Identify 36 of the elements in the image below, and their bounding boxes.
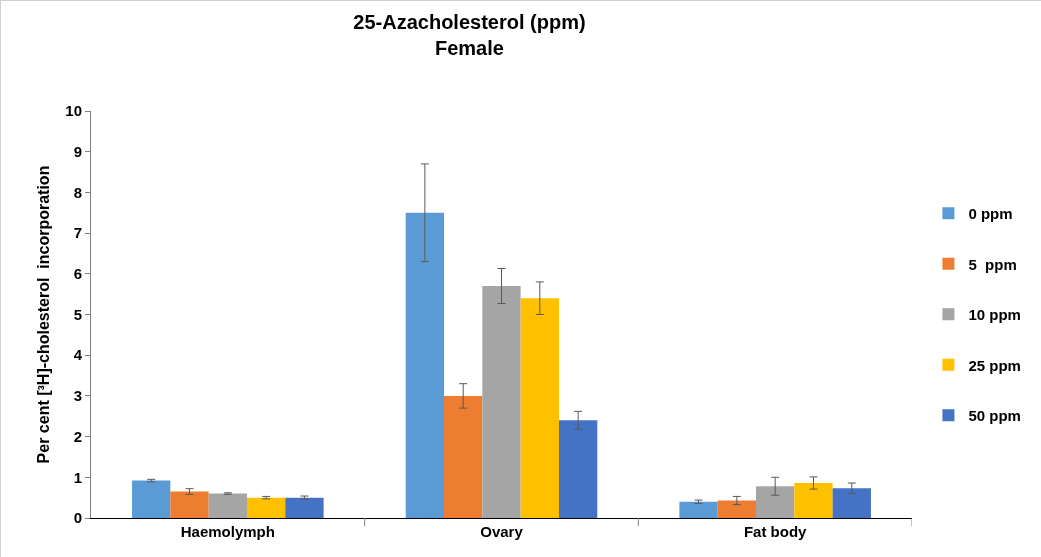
bar (132, 480, 171, 518)
y-tick-label: 6 (73, 265, 82, 283)
bar (520, 298, 559, 518)
y-tick-label: 7 (73, 224, 82, 242)
y-tick-label: 0 (73, 509, 82, 527)
y-tick-label: 3 (73, 387, 82, 405)
bar (794, 483, 833, 518)
bar (170, 491, 209, 518)
legend-label: 10 ppm (968, 306, 1021, 324)
bar (717, 500, 757, 518)
bar (444, 395, 483, 518)
bar (405, 212, 445, 518)
bar (679, 501, 718, 518)
y-tick-label: 1 (73, 468, 82, 486)
y-tick-label: 2 (73, 427, 82, 445)
x-tick-label: Haemolymph (180, 523, 275, 540)
bar (756, 486, 795, 518)
bar (558, 420, 598, 518)
legend-label: 0 ppm (968, 205, 1013, 223)
bar (285, 497, 324, 518)
legend-label: 50 ppm (968, 407, 1021, 425)
y-tick-label: 4 (73, 346, 83, 364)
bar (832, 488, 871, 518)
chart-title: 25-Azacholesterol (ppm) Female (353, 10, 586, 59)
y-tick-label: 10 (65, 102, 82, 120)
y-tick-label: 8 (73, 183, 82, 201)
bar (246, 497, 286, 518)
y-tick-label: 5 (73, 305, 82, 323)
legend-label: 5 ppm (968, 255, 1017, 273)
bar (208, 493, 247, 518)
x-tick-label: Fat body (743, 523, 808, 540)
legend-label: 25 ppm (968, 356, 1021, 374)
y-tick-label: 9 (73, 142, 82, 160)
x-tick-label: Ovary (480, 523, 524, 540)
bar (482, 286, 521, 518)
y-axis-title: Per cent [³H]-cholesterol incorporation (35, 165, 52, 464)
